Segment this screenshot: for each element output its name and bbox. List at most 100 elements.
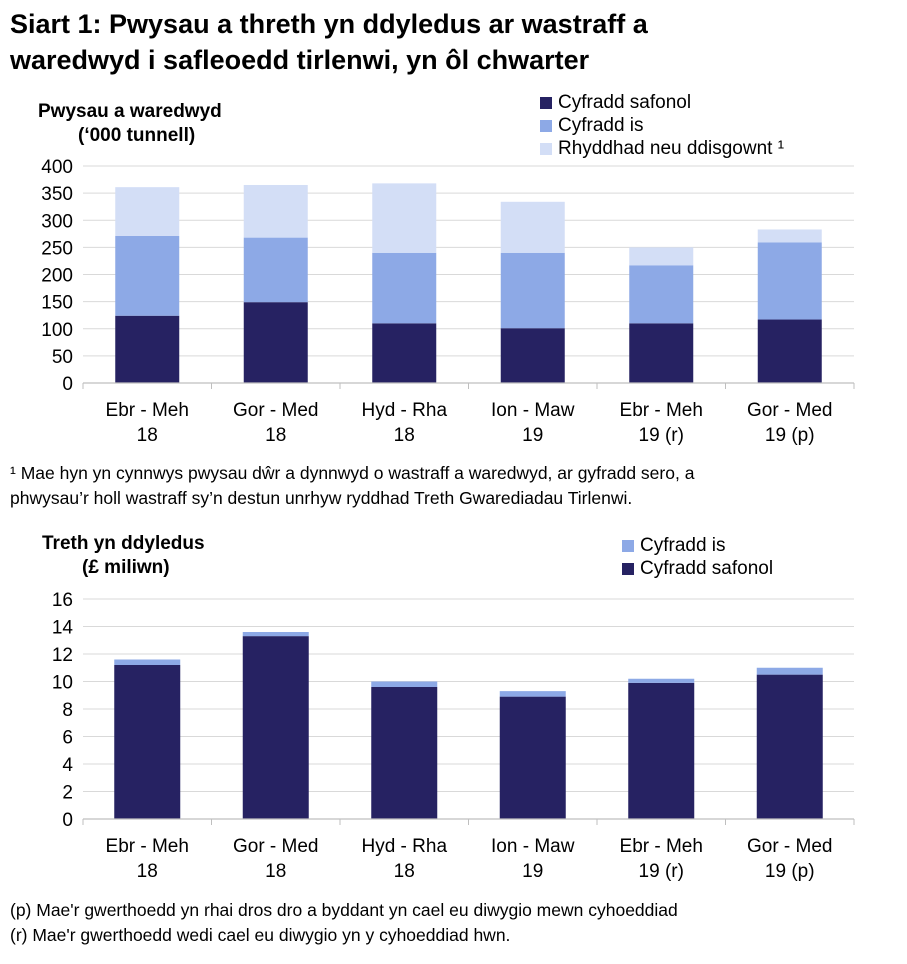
chart1-bar-exempt bbox=[757, 229, 822, 243]
chart2-legend-item-standard: Cyfradd safonol bbox=[622, 557, 773, 580]
chart2-xtick-label: Gor - Med bbox=[233, 836, 319, 857]
chart1-xtick-label: 18 bbox=[394, 425, 415, 446]
chart2-xtick-label: Gor - Med bbox=[747, 836, 833, 857]
chart1-xtick-label: 18 bbox=[137, 425, 158, 446]
chart1-xtick-label: Gor - Med bbox=[233, 400, 319, 421]
chart1-ytick-label: 0 bbox=[62, 374, 73, 395]
chart1-legend-label-standard: Cyfradd safonol bbox=[558, 92, 692, 113]
chart1-ytick-label: 200 bbox=[41, 266, 73, 287]
chart2-ytick-label: 8 bbox=[62, 700, 73, 721]
footnote-1-line-1: ¹ Mae hyn yn cynnwys pwysau dŵr a dynnwy… bbox=[10, 463, 695, 483]
footnote-1-line-2: phwysau’r holl wastraff sy’n destun unrh… bbox=[10, 488, 633, 508]
chart2-bar-standard bbox=[114, 665, 181, 819]
chart1-xtick-label: 18 bbox=[265, 425, 286, 446]
chart1-bar-standard bbox=[629, 323, 694, 383]
chart2-bar-standard bbox=[371, 687, 438, 819]
chart2-ytick-label: 12 bbox=[52, 645, 73, 666]
chart2-legend-swatch-lower bbox=[622, 539, 634, 552]
chart2-ytick-label: 14 bbox=[52, 618, 74, 639]
chart1-xtick-label: Ebr - Meh bbox=[106, 400, 189, 421]
chart1-bar-lower bbox=[243, 237, 308, 303]
chart2-ytick-label: 0 bbox=[62, 810, 73, 831]
chart1-legend: Cyfradd safonol Cyfradd is Rhyddhad neu … bbox=[540, 91, 784, 160]
chart2-bar-lower bbox=[499, 691, 566, 697]
chart1-xtick-label: 19 (p) bbox=[765, 425, 815, 446]
chart2-ylabel-line-1: Treth yn ddyledus bbox=[42, 533, 205, 554]
chart1-legend-item-standard: Cyfradd safonol bbox=[540, 91, 784, 114]
chart2-bar-standard bbox=[499, 696, 566, 819]
chart2-xtick-label: 19 bbox=[522, 861, 543, 882]
chart2-xtick-label: 18 bbox=[265, 861, 286, 882]
chart2-bar-standard bbox=[628, 682, 695, 819]
notes: (p) Mae'r gwerthoedd yn rhai dros dro a … bbox=[10, 898, 678, 948]
chart2-legend-label-lower: Cyfradd is bbox=[640, 535, 726, 556]
chart2-xtick-label: 19 (r) bbox=[639, 861, 684, 882]
chart1-xtick-label: Gor - Med bbox=[747, 400, 833, 421]
chart1-bar-standard bbox=[243, 302, 308, 383]
chart1-xtick-label: 19 bbox=[522, 425, 543, 446]
chart1-bar-exempt bbox=[500, 201, 565, 253]
chart1-bar-lower bbox=[500, 252, 565, 329]
chart2-xtick-label: Ion - Maw bbox=[491, 836, 575, 857]
chart2-xtick-label: Ebr - Meh bbox=[106, 836, 189, 857]
chart1-legend-item-exempt: Rhyddhad neu ddisgownt ¹ bbox=[540, 137, 784, 160]
chart1-ytick-label: 100 bbox=[41, 320, 73, 341]
chart2-ytick-label: 6 bbox=[62, 728, 73, 749]
chart2-legend-item-lower: Cyfradd is bbox=[622, 534, 773, 557]
chart2-bar-standard bbox=[242, 636, 309, 819]
chart1-bar-exempt bbox=[115, 187, 180, 236]
chart1-bar-lower bbox=[629, 265, 694, 324]
chart2-legend-label-standard: Cyfradd safonol bbox=[640, 558, 774, 579]
chart1-xtick-label: Ion - Maw bbox=[491, 400, 575, 421]
chart1-plot: 0 50 100 150 200 250 300 350 400 Ebr - Meh 18 Gor -… bbox=[41, 157, 855, 446]
note-revised: (r) Mae'r gwerthoedd wedi cael eu diwygi… bbox=[10, 925, 511, 945]
chart1-bar-exempt bbox=[372, 183, 437, 253]
chart2-xtick-label: Ebr - Meh bbox=[620, 836, 703, 857]
chart2-xtick-label: 18 bbox=[394, 861, 415, 882]
chart1-ytick-label: 150 bbox=[41, 293, 73, 314]
chart2-bar-lower bbox=[114, 659, 181, 665]
chart2-bar-standard bbox=[756, 674, 823, 819]
chart1-bar-lower bbox=[115, 235, 180, 316]
chart1-legend-swatch-standard bbox=[540, 96, 552, 109]
chart1-ytick-label: 400 bbox=[41, 157, 73, 178]
chart2-bar-lower bbox=[756, 667, 823, 675]
chart1-ylabel-line-1: Pwysau a waredwyd bbox=[38, 101, 222, 122]
chart1-xtick-label: 19 (r) bbox=[639, 425, 684, 446]
footnote-1: ¹ Mae hyn yn cynnwys pwysau dŵr a dynnwy… bbox=[10, 461, 694, 511]
chart1-legend-swatch-lower bbox=[540, 119, 552, 132]
chart1-ytick-label: 250 bbox=[41, 238, 73, 259]
chart1-ytick-label: 350 bbox=[41, 184, 73, 205]
chart2-bar-lower bbox=[628, 678, 695, 683]
chart2-ylabel: Treth yn ddyledus (£ miliwn) bbox=[42, 532, 205, 580]
chart1-legend-swatch-exempt bbox=[540, 142, 552, 155]
chart2-plot: 0 2 4 6 8 10 12 14 16 Ebr - Meh 18 Gor - Med 18 Hyd -… bbox=[52, 590, 855, 882]
chart-title-line-2: waredwyd i safleoedd tirlenwi, yn ôl chw… bbox=[10, 45, 590, 75]
chart2-ytick-label: 10 bbox=[52, 673, 73, 694]
chart2-ytick-label: 2 bbox=[62, 783, 73, 804]
chart1-ylabel: Pwysau a waredwyd (‘000 tunnell) bbox=[38, 100, 222, 148]
chart2-legend: Cyfradd is Cyfradd safonol bbox=[622, 534, 773, 580]
chart1-bar-standard bbox=[115, 315, 180, 383]
chart1-ytick-label: 50 bbox=[52, 347, 73, 368]
chart1-ytick-label: 300 bbox=[41, 211, 73, 232]
chart1-bar-lower bbox=[757, 242, 822, 320]
chart1-bar-standard bbox=[500, 328, 565, 383]
chart2-bar-lower bbox=[371, 681, 438, 687]
chart1-bar-exempt bbox=[243, 184, 308, 238]
chart1-bar-standard bbox=[757, 319, 822, 383]
chart1-bar-exempt bbox=[629, 247, 694, 266]
chart1-xtick-label: Ebr - Meh bbox=[620, 400, 703, 421]
chart1-bar-lower bbox=[372, 252, 437, 324]
note-provisional: (p) Mae'r gwerthoedd yn rhai dros dro a … bbox=[10, 900, 678, 920]
chart1-legend-item-lower: Cyfradd is bbox=[540, 114, 784, 137]
chart2-ylabel-line-2: (£ miliwn) bbox=[82, 557, 170, 578]
chart2-legend-swatch-standard bbox=[622, 562, 634, 575]
chart1-legend-label-exempt: Rhyddhad neu ddisgownt ¹ bbox=[558, 138, 785, 159]
chart2-ytick-label: 16 bbox=[52, 590, 73, 611]
chart1-ylabel-line-2: (‘000 tunnell) bbox=[78, 125, 196, 146]
chart-title-line-1: Siart 1: Pwysau a threth yn ddyledus ar … bbox=[10, 9, 648, 39]
chart2-bar-lower bbox=[242, 632, 309, 637]
chart1-xtick-label: Hyd - Rha bbox=[361, 400, 447, 421]
chart-title: Siart 1: Pwysau a threth yn ddyledus ar … bbox=[10, 6, 900, 78]
